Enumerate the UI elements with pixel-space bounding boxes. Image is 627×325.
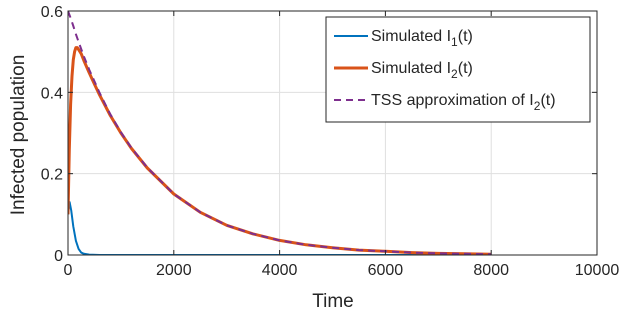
x-tick-label: 6000 <box>368 262 404 279</box>
series-line-3 <box>68 11 492 255</box>
y-tick-label: 0 <box>54 248 63 265</box>
axes-layer: 0 2000 4000 6000 8000 10000 0 0.2 0.4 0.6 <box>41 4 620 279</box>
y-tick-label: 0.4 <box>41 85 63 102</box>
legend: Simulated I1(t) Simulated I2(t) TSS approx… <box>325 16 591 123</box>
x-tick-label: 4000 <box>262 262 298 279</box>
legend-label-2: Simulated I2(t) <box>371 60 473 81</box>
legend-label-3: TSS approximation of I2(t) <box>371 92 556 113</box>
x-tick-label: 2000 <box>156 262 192 279</box>
x-tick-label: 10000 <box>575 262 620 279</box>
y-tick-label: 0.6 <box>41 4 63 21</box>
y-tick-label: 0.2 <box>41 167 63 184</box>
legend-label-1: Simulated I1(t) <box>371 28 473 49</box>
y-axis-label: Infected population <box>8 55 29 216</box>
legend-box <box>325 16 591 123</box>
plot-frame <box>67 10 598 256</box>
x-tick-label: 0 <box>64 262 73 279</box>
x-axis-label: Time <box>312 291 354 312</box>
x-tick-label: 8000 <box>473 262 509 279</box>
